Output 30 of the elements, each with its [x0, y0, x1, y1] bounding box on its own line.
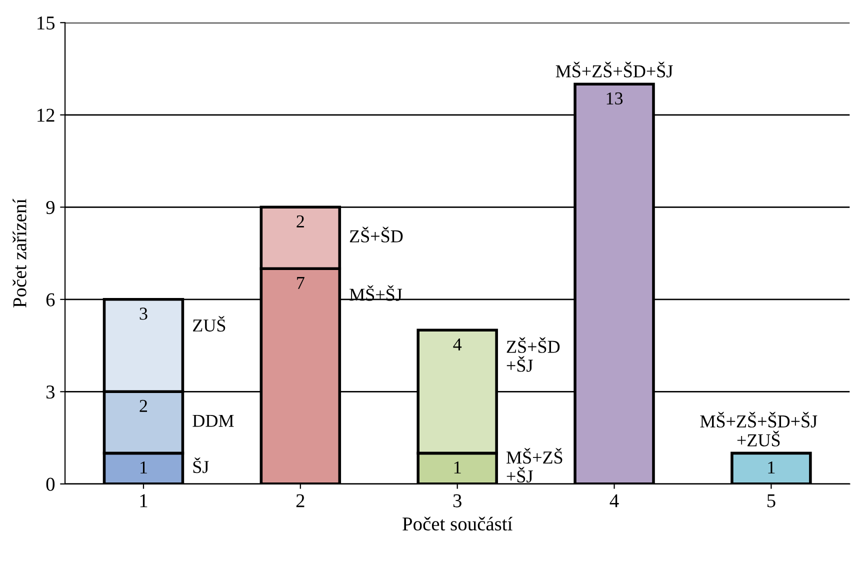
y-tick-label: 6 [46, 293, 55, 306]
x-tick-label: 5 [767, 494, 776, 508]
series-label: MŠ+ZŠ+ŠD+ŠJ [556, 62, 673, 78]
y-axis-title: Počet zařízení [12, 198, 26, 308]
x-tick-label: 2 [296, 494, 304, 508]
y-tick-label: 0 [46, 478, 55, 491]
series-label: ŠJ [193, 457, 209, 474]
series-label: ZŠ+ŠD +ŠJ [506, 337, 560, 372]
data-label: 2 [296, 215, 304, 228]
series-label: MŠ+ZŠ +ŠJ [506, 448, 562, 483]
x-axis-title: Počet součástí [402, 516, 512, 531]
data-label: 2 [140, 400, 148, 412]
data-label: 1 [454, 461, 461, 474]
series-label: ZUŠ [193, 316, 226, 332]
data-label: 1 [768, 461, 775, 474]
series-label: MŠ+ZŠ+ŠD+ŠJ +ZUŠ [700, 412, 818, 446]
y-tick-label: 9 [46, 201, 55, 214]
series-label: DDM [192, 414, 234, 427]
data-label: 13 [606, 92, 623, 105]
y-tick-label: 12 [38, 108, 54, 122]
x-tick-label: 4 [610, 494, 619, 508]
data-label: 7 [297, 277, 304, 289]
x-tick-label: 1 [140, 494, 148, 508]
data-label: 3 [140, 308, 148, 320]
y-tick-label: 15 [38, 16, 55, 30]
x-tick-label: 3 [453, 494, 462, 508]
y-tick-label: 3 [46, 386, 55, 399]
series-label: ZŠ+ŠD [350, 226, 403, 242]
data-label: 1 [140, 461, 147, 474]
data-label: 4 [453, 338, 462, 350]
